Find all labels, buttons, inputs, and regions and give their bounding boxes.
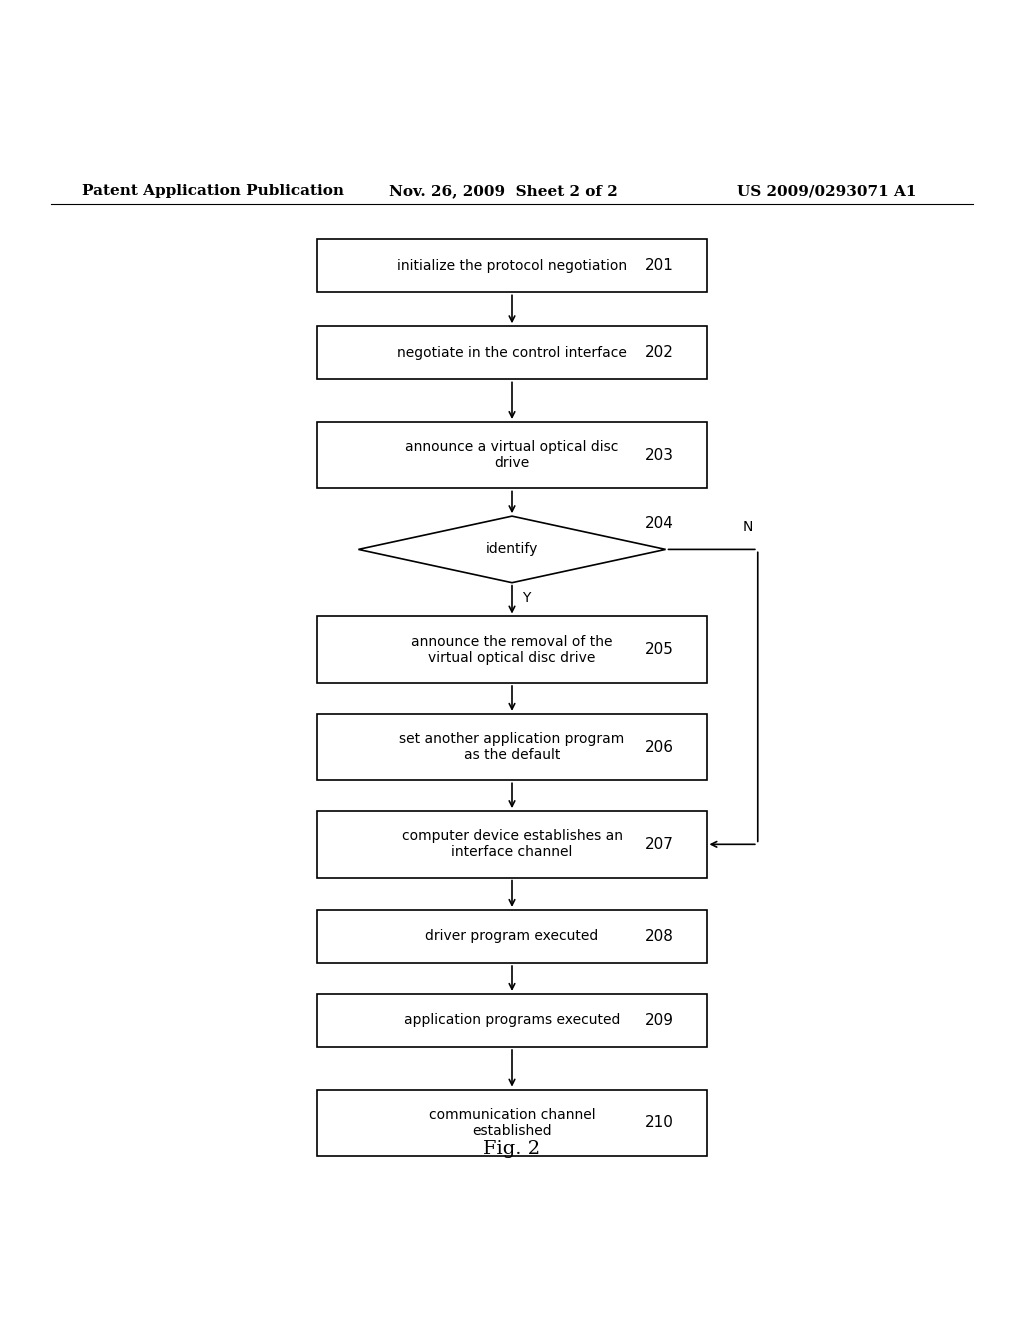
FancyBboxPatch shape [317, 326, 707, 379]
Text: 201: 201 [645, 259, 674, 273]
Text: N: N [742, 520, 753, 535]
Text: identify: identify [485, 543, 539, 557]
Text: US 2009/0293071 A1: US 2009/0293071 A1 [737, 183, 916, 198]
FancyBboxPatch shape [317, 422, 707, 488]
Text: set another application program
as the default: set another application program as the d… [399, 731, 625, 762]
FancyBboxPatch shape [317, 810, 707, 878]
FancyBboxPatch shape [317, 909, 707, 964]
Text: 206: 206 [645, 739, 674, 755]
Text: announce the removal of the
virtual optical disc drive: announce the removal of the virtual opti… [412, 635, 612, 665]
Polygon shape [358, 516, 666, 582]
FancyBboxPatch shape [317, 239, 707, 293]
Text: computer device establishes an
interface channel: computer device establishes an interface… [401, 829, 623, 859]
Text: application programs executed: application programs executed [403, 1014, 621, 1027]
Text: negotiate in the control interface: negotiate in the control interface [397, 346, 627, 360]
FancyBboxPatch shape [317, 994, 707, 1047]
Text: 204: 204 [645, 516, 674, 532]
Text: Y: Y [522, 591, 530, 605]
Text: Patent Application Publication: Patent Application Publication [82, 183, 344, 198]
Text: communication channel
established: communication channel established [429, 1107, 595, 1138]
FancyBboxPatch shape [317, 714, 707, 780]
Text: initialize the protocol negotiation: initialize the protocol negotiation [397, 259, 627, 273]
Text: 210: 210 [645, 1115, 674, 1130]
Text: driver program executed: driver program executed [425, 929, 599, 944]
Text: 209: 209 [645, 1012, 674, 1028]
Text: 202: 202 [645, 346, 674, 360]
Text: announce a virtual optical disc
drive: announce a virtual optical disc drive [406, 440, 618, 470]
Text: 207: 207 [645, 837, 674, 851]
FancyBboxPatch shape [317, 616, 707, 682]
FancyBboxPatch shape [317, 1089, 707, 1156]
Text: Nov. 26, 2009  Sheet 2 of 2: Nov. 26, 2009 Sheet 2 of 2 [389, 183, 617, 198]
Text: 203: 203 [645, 447, 674, 463]
Text: 208: 208 [645, 929, 674, 944]
Text: Fig. 2: Fig. 2 [483, 1140, 541, 1159]
Text: 205: 205 [645, 643, 674, 657]
